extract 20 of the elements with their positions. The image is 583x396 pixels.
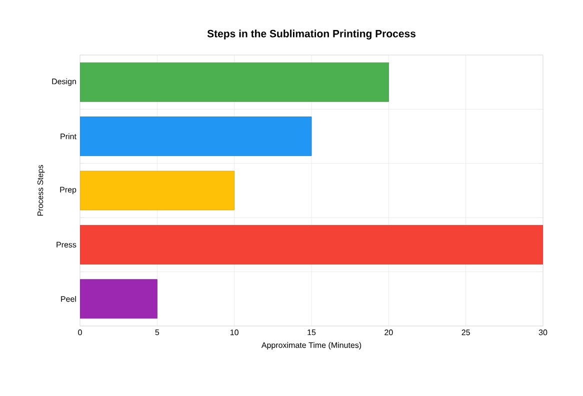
bar <box>80 116 312 156</box>
bar <box>80 170 235 210</box>
x-axis-title: Approximate Time (Minutes) <box>261 342 362 350</box>
bar <box>80 279 158 319</box>
chart-title: Steps in the Sublimation Printing Process <box>207 30 416 40</box>
x-tick-label: 15 <box>308 330 316 336</box>
y-axis-title: Process Steps <box>37 165 45 216</box>
x-tick-label: 5 <box>155 330 160 336</box>
bar <box>80 62 389 102</box>
y-tick-label: Print <box>60 133 76 140</box>
y-tick-label: Prep <box>60 186 76 194</box>
x-tick-label: 10 <box>230 330 238 336</box>
x-tick-label: 20 <box>384 330 393 336</box>
x-tick-label: 0 <box>78 330 82 336</box>
x-tick-label: 25 <box>462 330 470 336</box>
x-tick-label: 30 <box>538 330 548 336</box>
y-tick-label: Design <box>52 78 76 86</box>
bar <box>80 224 544 264</box>
y-tick-label: Press <box>56 242 76 248</box>
y-tick-label: Peel <box>61 296 76 302</box>
